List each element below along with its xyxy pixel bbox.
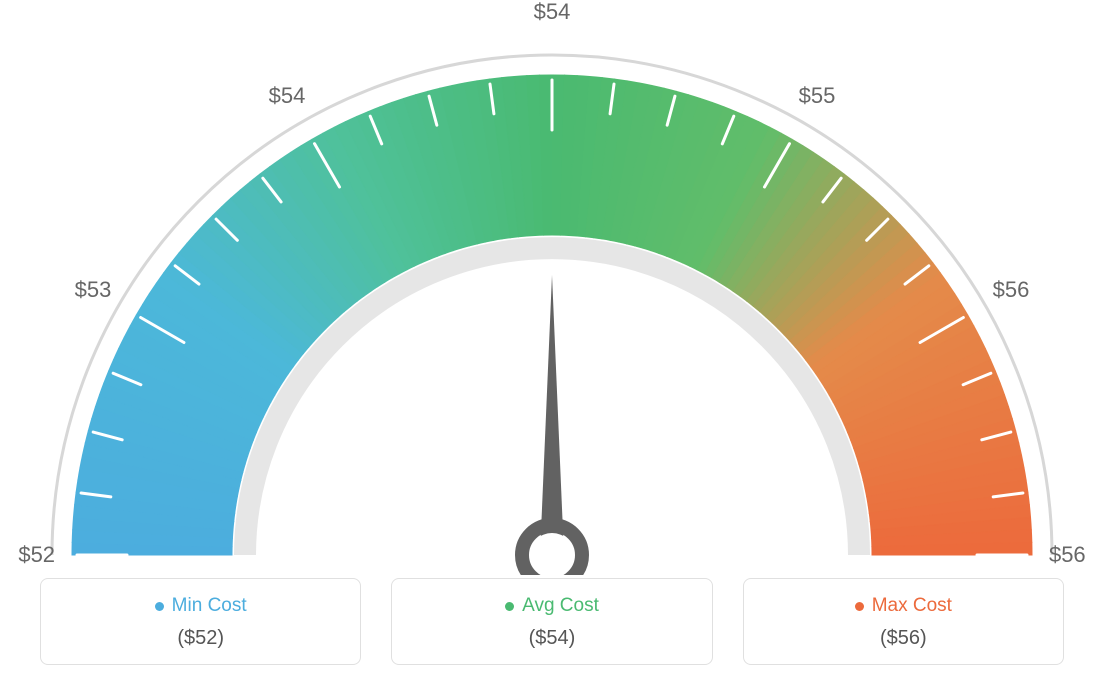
legend-value: ($52): [51, 627, 350, 650]
legend-title-row: Avg Cost: [402, 595, 701, 617]
gauge-chart: [0, 15, 1104, 575]
legend-title-row: Min Cost: [51, 595, 350, 617]
gauge-scale-label: $55: [799, 83, 836, 109]
legend-card: Max Cost ($56): [743, 578, 1064, 665]
gauge-scale-label: $53: [75, 277, 112, 303]
gauge-scale-label: $56: [1049, 542, 1086, 568]
legend-row: Min Cost ($52) Avg Cost ($54) Max Cost ($56): [40, 578, 1064, 665]
legend-dot-icon: [855, 602, 864, 611]
legend-card: Min Cost ($52): [40, 578, 361, 665]
legend-label: Max Cost: [872, 595, 952, 617]
gauge-scale-label: $54: [269, 83, 306, 109]
legend-value: ($54): [402, 627, 701, 650]
legend-card: Avg Cost ($54): [391, 578, 712, 665]
gauge-scale-label: $54: [534, 0, 571, 25]
legend-value: ($56): [754, 627, 1053, 650]
legend-dot-icon: [155, 602, 164, 611]
legend-title-row: Max Cost: [754, 595, 1053, 617]
gauge-svg: [0, 15, 1104, 575]
legend-dot-icon: [505, 602, 514, 611]
legend-label: Min Cost: [172, 595, 247, 617]
gauge-scale-label: $52: [18, 542, 55, 568]
gauge-scale-label: $56: [993, 277, 1030, 303]
legend-label: Avg Cost: [522, 595, 599, 617]
